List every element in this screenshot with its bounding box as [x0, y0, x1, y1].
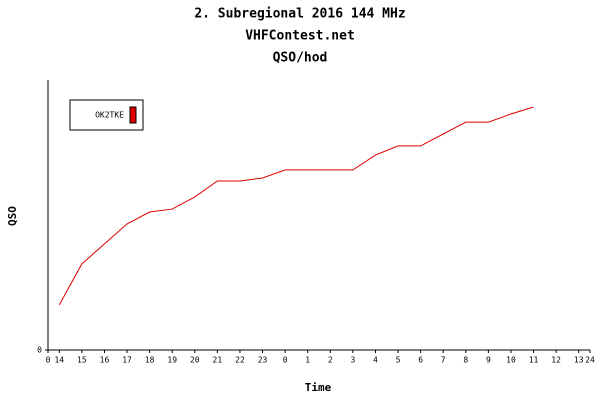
data-line [58, 106, 534, 306]
x-tick-label: 19 [167, 356, 177, 365]
chart-subtitle: VHFContest.net [245, 29, 355, 44]
x-tick-label: 10 [506, 356, 516, 365]
y-axis-label: QSO [6, 206, 19, 226]
x-tick-label: 12 [551, 356, 561, 365]
x-tick-label: 6 [418, 356, 423, 365]
x-tick-label: 15 [77, 356, 87, 365]
legend-label: OK2TKE [95, 111, 124, 120]
chart-title: 2. Subregional 2016 144 MHz [194, 7, 405, 22]
x-tick-label: 0 [46, 356, 51, 365]
x-tick-label: 22 [235, 356, 245, 365]
x-tick-label: 8 [463, 356, 468, 365]
x-tick-label: 4 [373, 356, 378, 365]
x-axis-label: Time [305, 381, 332, 394]
x-tick-label: 16 [100, 356, 110, 365]
x-tick-label: 18 [145, 356, 155, 365]
y-tick-label: 0 [37, 346, 42, 355]
legend-swatch [129, 106, 137, 124]
x-tick-label: 14 [54, 356, 64, 365]
x-tick-label: 20 [190, 356, 200, 365]
x-tick-label: 2 [328, 356, 333, 365]
x-tick-label: 5 [396, 356, 401, 365]
x-tick-label: 9 [486, 356, 491, 365]
x-tick-label: 1 [305, 356, 310, 365]
chart-y-title: QSO/hod [273, 51, 328, 66]
x-tick-label: 21 [213, 356, 223, 365]
x-tick-label: 0 [283, 356, 288, 365]
x-tick-label: 7 [441, 356, 446, 365]
x-tick-label: 17 [122, 356, 132, 365]
x-tick-label: 24 [585, 356, 595, 365]
x-tick-label: 3 [350, 356, 355, 365]
x-tick-label: 23 [258, 356, 268, 365]
x-tick-label: 13 [574, 356, 584, 365]
x-tick-label: 11 [529, 356, 539, 365]
